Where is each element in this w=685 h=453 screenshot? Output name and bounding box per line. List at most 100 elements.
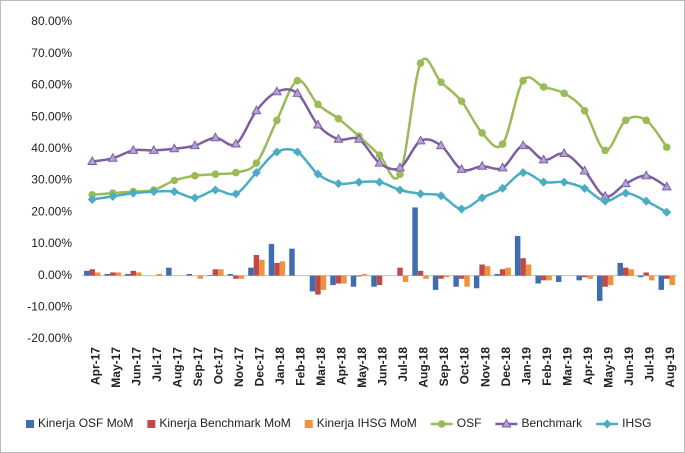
bar [658, 275, 665, 290]
line-point [394, 162, 406, 172]
x-tick-label: Oct-18 [458, 347, 472, 385]
line-point [312, 119, 324, 129]
line-point [560, 89, 568, 98]
bar [186, 274, 193, 276]
line-point [128, 188, 138, 198]
line-point [478, 129, 486, 137]
bar [253, 254, 260, 276]
line-point [415, 135, 426, 145]
legend-item: IHSG [596, 416, 652, 430]
bar [520, 258, 526, 276]
line-point [292, 87, 303, 97]
x-tick-label: Feb-18 [294, 347, 308, 386]
bar [259, 259, 265, 276]
line-point [457, 97, 466, 106]
bar [125, 274, 131, 276]
x-tick-label: Oct-17 [212, 347, 226, 385]
line-point [88, 190, 97, 199]
line-point [498, 140, 507, 148]
bar [136, 272, 142, 276]
y-tick-label: 10.00% [31, 236, 72, 250]
x-tick-label: Sep-18 [437, 347, 451, 387]
bar [320, 275, 327, 290]
x-tick-label: Jan-18 [273, 347, 287, 385]
bar [397, 267, 403, 276]
legend-label: Kinerja OSF MoM [38, 416, 133, 430]
line-point [621, 116, 630, 125]
line-point [170, 176, 179, 185]
bar [423, 275, 429, 279]
bar [156, 274, 163, 276]
bar [89, 269, 95, 276]
bar [546, 275, 552, 281]
line-point [437, 78, 445, 87]
line-point [579, 165, 590, 175]
x-tick-label: Jul-18 [396, 347, 410, 382]
line-point [273, 116, 281, 125]
line-point [292, 147, 302, 157]
line-point [210, 132, 221, 142]
bar [227, 274, 234, 276]
line-point [148, 144, 159, 154]
bar [535, 275, 541, 284]
x-tick-label: Jul-19 [642, 347, 656, 382]
line-point [107, 152, 118, 162]
line-point [333, 179, 343, 189]
x-tick-label: Jun-17 [129, 347, 143, 386]
legend-label: Benchmark [521, 416, 583, 430]
legend-marker [501, 418, 512, 428]
x-tick-label: Nov-18 [478, 347, 492, 387]
line-point [601, 146, 609, 155]
bar [212, 269, 219, 276]
y-tick-label: 60.00% [31, 78, 72, 92]
x-tick-label: Jun-18 [376, 347, 390, 386]
line-point [435, 140, 447, 150]
line-point [108, 191, 118, 201]
bar [514, 235, 521, 276]
line-point [518, 168, 528, 178]
line-point [539, 177, 549, 187]
legend-label: IHSG [622, 416, 651, 430]
x-tick-label: Aug-18 [417, 347, 431, 388]
x-tick-label: Jun-19 [622, 347, 636, 386]
line-point [580, 106, 589, 115]
line-point [189, 140, 200, 150]
line-point [375, 177, 384, 187]
line-point [251, 105, 262, 115]
bar [638, 275, 644, 278]
line-point [354, 177, 364, 187]
bar [464, 275, 470, 287]
bar [443, 275, 450, 278]
bar [622, 267, 629, 276]
line-point [662, 143, 671, 152]
x-tick-label: Mar-18 [314, 347, 328, 386]
line-point [641, 196, 651, 206]
legend-item: Kinerja OSF MoM [26, 416, 133, 430]
y-tick-label: 80.00% [31, 14, 72, 28]
x-tick-label: Nov-17 [232, 347, 246, 387]
legend-item: Kinerja IHSG MoM [304, 416, 417, 430]
bar [540, 275, 547, 281]
line-point [538, 154, 549, 164]
bar [274, 262, 280, 276]
bar [402, 275, 409, 282]
legend-swatch [26, 420, 34, 428]
line-point [456, 163, 467, 173]
line-point [477, 193, 487, 203]
bar [376, 275, 383, 286]
line-point [190, 193, 200, 203]
legend-item: Benchmark [495, 416, 583, 430]
line-point [498, 183, 508, 193]
line-point [620, 178, 631, 188]
line-point [191, 171, 199, 180]
bar [505, 267, 511, 276]
legend-item: Kinerja Benchmark MoM [147, 416, 291, 430]
bar [494, 274, 500, 276]
line-point [334, 114, 343, 123]
bar [104, 274, 111, 276]
bar [596, 275, 603, 301]
bar [602, 275, 608, 287]
x-tick-label: Dec-18 [499, 347, 513, 387]
line-point [641, 170, 652, 180]
bar [197, 275, 204, 279]
